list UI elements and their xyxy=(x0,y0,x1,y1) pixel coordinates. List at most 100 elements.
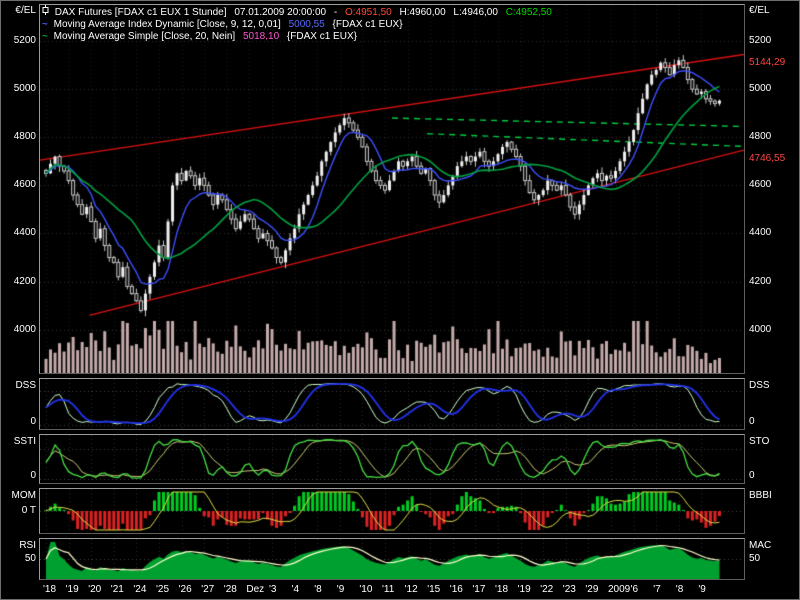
x-axis-label: '9 xyxy=(698,584,706,595)
price-tick-label: 5000 xyxy=(749,83,772,95)
close-value: C:4952,50 xyxy=(505,7,552,18)
dss-axis-left: DSS 0 xyxy=(1,378,39,430)
x-axis-label: '16 xyxy=(449,584,463,595)
sto-panel-row: SSTI 0 STO 0 xyxy=(1,434,799,484)
candlestick-chart-canvas[interactable] xyxy=(40,5,744,373)
price-tick-label: 4200 xyxy=(749,275,772,287)
ma-simple-name: Moving Average Simple [Close, 20, Nein] xyxy=(53,31,236,42)
price-tick-label: 5000 xyxy=(13,83,36,95)
main-chart-panel: DAX Futures [FDAX c1 EUX 1 Stunde] 07.01… xyxy=(39,4,745,374)
x-axis-label: '23 xyxy=(562,584,576,595)
trendline-lower-value: 4746,55 xyxy=(749,153,786,165)
high-value: H:4960,00 xyxy=(399,7,446,18)
x-axis-label: '8 xyxy=(314,584,322,595)
rsi-axis-right: MAC 50 xyxy=(745,538,799,580)
sto-panel xyxy=(39,434,745,484)
x-axis-label: '24 xyxy=(133,584,147,595)
x-axis-label: '25 xyxy=(156,584,170,595)
x-axis-label: '19 xyxy=(517,584,531,595)
price-tick-label: 4800 xyxy=(749,131,772,143)
x-axis-label: '20 xyxy=(88,584,102,595)
indicator-scale-label: 50 xyxy=(749,553,761,564)
x-axis-label: '10 xyxy=(359,584,373,595)
ma-dynamic-line-icon: ~ xyxy=(42,19,48,30)
x-axis-label: '18 xyxy=(43,584,57,595)
main-chart-row: €/EL 5200 5000 4800 4600 4400 4200 4000 DAX Fu… xyxy=(1,4,799,374)
time-axis: '18 '19 '20 '21 '24 '25 '26 '27 '28 Dez '3 '4 '8 '9 '1… xyxy=(1,582,799,598)
price-tick-label: 4600 xyxy=(13,179,36,191)
x-axis-label: '7 xyxy=(653,584,661,595)
x-axis-label: '18 xyxy=(495,584,509,595)
price-tick-label: 4600 xyxy=(749,179,772,191)
x-axis-label: 2009 xyxy=(608,584,631,595)
price-axis-left: €/EL 5200 5000 4800 4600 4400 4200 4000 xyxy=(1,4,39,374)
x-axis-label: '21 xyxy=(110,584,124,595)
ma-dynamic-value: 5000,55 xyxy=(288,19,325,30)
sto-indicator-canvas[interactable] xyxy=(40,435,744,483)
x-axis-label: '12 xyxy=(404,584,418,595)
mom-panel xyxy=(39,488,745,534)
indicator-scale-label: 0 xyxy=(30,470,36,481)
candlestick-icon xyxy=(42,5,49,18)
x-axis-label: Dez xyxy=(246,584,265,595)
sto-axis-right: STO 0 xyxy=(745,434,799,484)
mom-indicator-canvas[interactable] xyxy=(40,489,744,533)
ma-simple-line-icon: ~ xyxy=(42,31,48,42)
rsi-panel-row: RSI 50 MAC 50 xyxy=(1,538,799,580)
x-axis-label: '17 xyxy=(472,584,486,595)
dss-panel xyxy=(39,378,745,430)
indicator-label: DSS xyxy=(749,380,770,391)
instrument-title: DAX Futures [FDAX c1 EUX 1 Stunde] xyxy=(54,7,227,18)
x-axis-label: '22 xyxy=(540,584,554,595)
indicator-scale-label: 0 xyxy=(749,416,755,427)
x-axis-label: '15 xyxy=(427,584,441,595)
x-axis-label: '3 xyxy=(269,584,277,595)
rsi-indicator-canvas[interactable] xyxy=(40,539,744,579)
x-axis-label: '28 xyxy=(223,584,237,595)
indicator-label: MOM xyxy=(11,490,36,501)
rsi-panel xyxy=(39,538,745,580)
dss-panel-row: DSS 0 DSS 0 xyxy=(1,378,799,430)
legend-line-2: ~ Moving Average Index Dynamic [Close, 9… xyxy=(42,19,557,31)
trendline-upper-value: 5144,29 xyxy=(749,57,786,69)
ma-dynamic-suffix: {FDAX c1 EUX} xyxy=(332,19,403,30)
indicator-label: MAC xyxy=(749,540,772,551)
ma-simple-value: 5018,10 xyxy=(242,31,280,42)
x-axis-label: '26 xyxy=(178,584,192,595)
price-tick-label: 5200 xyxy=(749,35,772,47)
sto-axis-left: SSTI 0 xyxy=(1,434,39,484)
dss-indicator-canvas[interactable] xyxy=(40,379,744,429)
open-value: O:4951,50 xyxy=(344,7,392,18)
indicator-scale-label: 50 xyxy=(24,553,36,564)
price-tick-label: 4800 xyxy=(13,131,36,143)
price-tick-label: 4200 xyxy=(13,275,36,287)
indicator-label: RSI xyxy=(19,540,36,551)
price-tick-label: 4400 xyxy=(749,227,772,239)
mom-panel-row: MOM 0 T BBBI xyxy=(1,488,799,534)
indicator-scale-label: 0 xyxy=(749,470,755,481)
price-tick-label: 5200 xyxy=(13,35,36,47)
ma-dynamic-name: Moving Average Index Dynamic [Close, 9, … xyxy=(53,19,281,30)
price-tick-label: 4000 xyxy=(749,323,772,335)
indicator-scale-label: 0 T xyxy=(21,505,36,516)
rsi-axis-left: RSI 50 xyxy=(1,538,39,580)
indicator-label: STO xyxy=(749,436,770,447)
x-axis-label: '19 xyxy=(65,584,79,595)
x-axis-label: '6 xyxy=(630,584,639,595)
mom-axis-left: MOM 0 T xyxy=(1,488,39,534)
dss-axis-right: DSS 0 xyxy=(745,378,799,430)
x-axis-label: '27 xyxy=(201,584,215,595)
price-tick-label: 4400 xyxy=(13,227,36,239)
axis-unit-label: €/EL xyxy=(15,5,36,16)
legend-line-1: DAX Futures [FDAX c1 EUX 1 Stunde] 07.01… xyxy=(42,5,557,19)
bar-timestamp: 07.01.2009 20:00:00 xyxy=(234,7,327,18)
ma-simple-suffix: {FDAX c1 EUX} xyxy=(286,31,357,42)
mom-axis-right: BBBI xyxy=(745,488,799,534)
x-axis-label: '9 xyxy=(336,584,345,595)
x-axis-label: '4 xyxy=(291,584,300,595)
x-axis-label: '8 xyxy=(675,584,684,595)
indicator-label: DSS xyxy=(15,380,36,391)
indicator-scale-label: 0 xyxy=(30,416,36,427)
axis-unit-label: €/EL xyxy=(749,5,770,16)
